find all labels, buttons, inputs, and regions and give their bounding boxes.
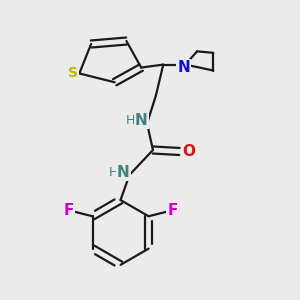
Text: N: N [135, 113, 148, 128]
Text: N: N [178, 60, 190, 75]
Text: S: S [68, 66, 78, 80]
Text: O: O [182, 144, 195, 159]
Text: H: H [109, 166, 118, 178]
Text: F: F [168, 203, 178, 218]
Text: N: N [117, 165, 130, 180]
Text: H: H [126, 114, 136, 127]
Text: F: F [63, 203, 74, 218]
